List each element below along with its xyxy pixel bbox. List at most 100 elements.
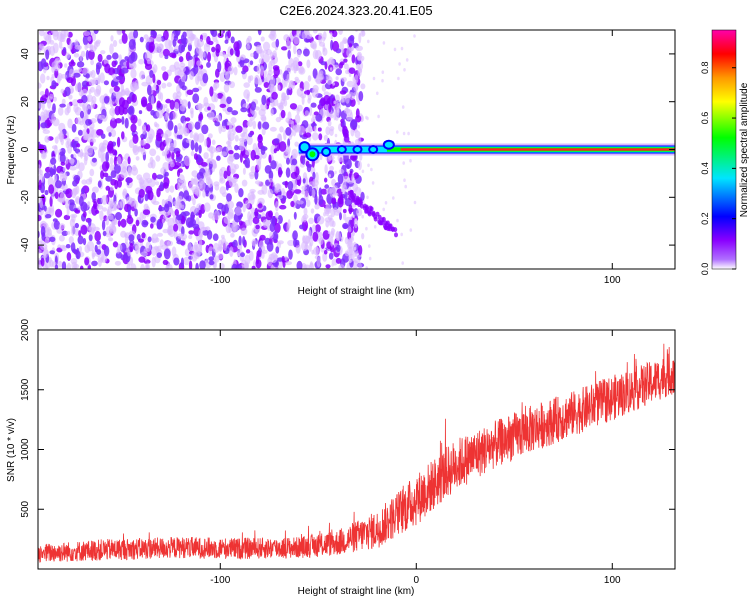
noise-speckle	[279, 204, 287, 210]
noise-speckle	[141, 81, 149, 87]
noise-speckle	[107, 201, 114, 206]
noise-speckle	[94, 230, 101, 242]
noise-speckle	[69, 68, 74, 80]
noise-speckle	[293, 34, 300, 45]
spectrogram-panel: -100 100 -40 -20 0 20 40 Height of straight li…	[6, 29, 676, 297]
noise-speckle	[343, 63, 349, 70]
noise-speckle	[45, 49, 50, 60]
noise-speckle	[285, 126, 292, 136]
noise-speckle	[258, 134, 263, 141]
noise-speckle	[66, 262, 72, 269]
noise-speckle	[213, 181, 220, 187]
noise-speckle	[38, 82, 42, 89]
noise-speckle	[85, 50, 90, 61]
noise-speckle	[372, 76, 376, 81]
noise-speckle	[201, 124, 209, 135]
noise-speckle	[96, 129, 104, 136]
noise-speckle	[207, 106, 211, 111]
noise-speckle	[215, 68, 220, 78]
noise-speckle	[335, 48, 342, 54]
noise-speckle	[270, 252, 278, 264]
noise-speckle	[49, 167, 54, 178]
noise-speckle	[292, 230, 298, 241]
noise-speckle	[232, 239, 238, 248]
noise-speckle	[63, 214, 71, 221]
noise-speckle	[284, 180, 288, 189]
noise-speckle	[66, 77, 74, 84]
noise-speckle	[190, 150, 195, 157]
noise-speckle	[269, 126, 277, 132]
noise-speckle	[88, 177, 93, 183]
sidebranch-blob	[377, 214, 382, 220]
noise-speckle	[79, 265, 84, 269]
noise-speckle	[244, 254, 251, 265]
noise-speckle	[163, 182, 169, 189]
noise-speckle	[238, 220, 243, 226]
noise-speckle	[45, 214, 52, 219]
y-tick-label: 1000	[20, 438, 31, 461]
noise-speckle	[68, 236, 74, 244]
noise-speckle	[262, 53, 270, 63]
noise-speckle	[291, 148, 299, 159]
noise-speckle	[262, 69, 267, 77]
noise-speckle	[50, 157, 57, 165]
noise-speckle	[186, 30, 193, 39]
noise-speckle	[261, 251, 265, 259]
noise-speckle	[276, 76, 280, 85]
noise-speckle	[353, 179, 357, 184]
noise-speckle	[88, 49, 95, 60]
noise-speckle	[327, 230, 331, 235]
noise-speckle	[156, 221, 161, 229]
noise-speckle	[105, 151, 109, 163]
noise-speckle	[52, 103, 56, 114]
noise-speckle	[178, 174, 185, 184]
noise-speckle	[324, 177, 328, 183]
noise-speckle	[348, 73, 352, 77]
noise-speckle	[56, 74, 61, 84]
noise-speckle	[342, 224, 349, 229]
noise-speckle	[403, 68, 406, 72]
noise-speckle	[285, 261, 292, 266]
noise-speckle	[176, 84, 181, 94]
noise-speckle	[277, 167, 283, 178]
noise-speckle	[152, 172, 157, 181]
noise-speckle	[219, 103, 227, 108]
noise-speckle	[211, 139, 216, 146]
noise-speckle	[250, 101, 257, 111]
noise-speckle	[58, 223, 66, 230]
noise-speckle	[54, 136, 59, 144]
noise-speckle	[102, 230, 107, 237]
noise-speckle	[127, 165, 132, 176]
noise-speckle	[111, 225, 117, 233]
noise-speckle	[39, 199, 43, 209]
noise-speckle	[208, 212, 214, 219]
noise-speckle	[112, 52, 119, 60]
noise-speckle	[287, 239, 295, 247]
noise-speckle	[285, 40, 291, 50]
noise-speckle	[180, 72, 186, 83]
noise-speckle	[250, 207, 255, 213]
noise-speckle	[164, 171, 169, 177]
noise-speckle	[136, 174, 143, 181]
noise-speckle	[228, 208, 234, 218]
noise-speckle	[149, 156, 154, 165]
noise-speckle	[353, 82, 358, 92]
noise-speckle	[316, 256, 321, 268]
noise-speckle	[156, 109, 164, 119]
noise-speckle	[322, 47, 328, 56]
noise-speckle	[220, 125, 227, 133]
spectrogram-heatmap	[38, 30, 675, 269]
noise-speckle	[133, 30, 139, 39]
noise-speckle	[93, 41, 98, 50]
noise-speckle	[318, 195, 324, 205]
noise-speckle	[189, 133, 194, 139]
noise-speckle	[111, 116, 115, 121]
noise-speckle	[255, 106, 260, 111]
noise-speckle	[343, 108, 351, 114]
noise-speckle	[265, 211, 273, 221]
noise-speckle	[354, 74, 359, 84]
noise-speckle	[229, 48, 234, 56]
noise-speckle	[135, 156, 140, 161]
noise-speckle	[96, 240, 101, 245]
noise-speckle	[366, 195, 369, 200]
